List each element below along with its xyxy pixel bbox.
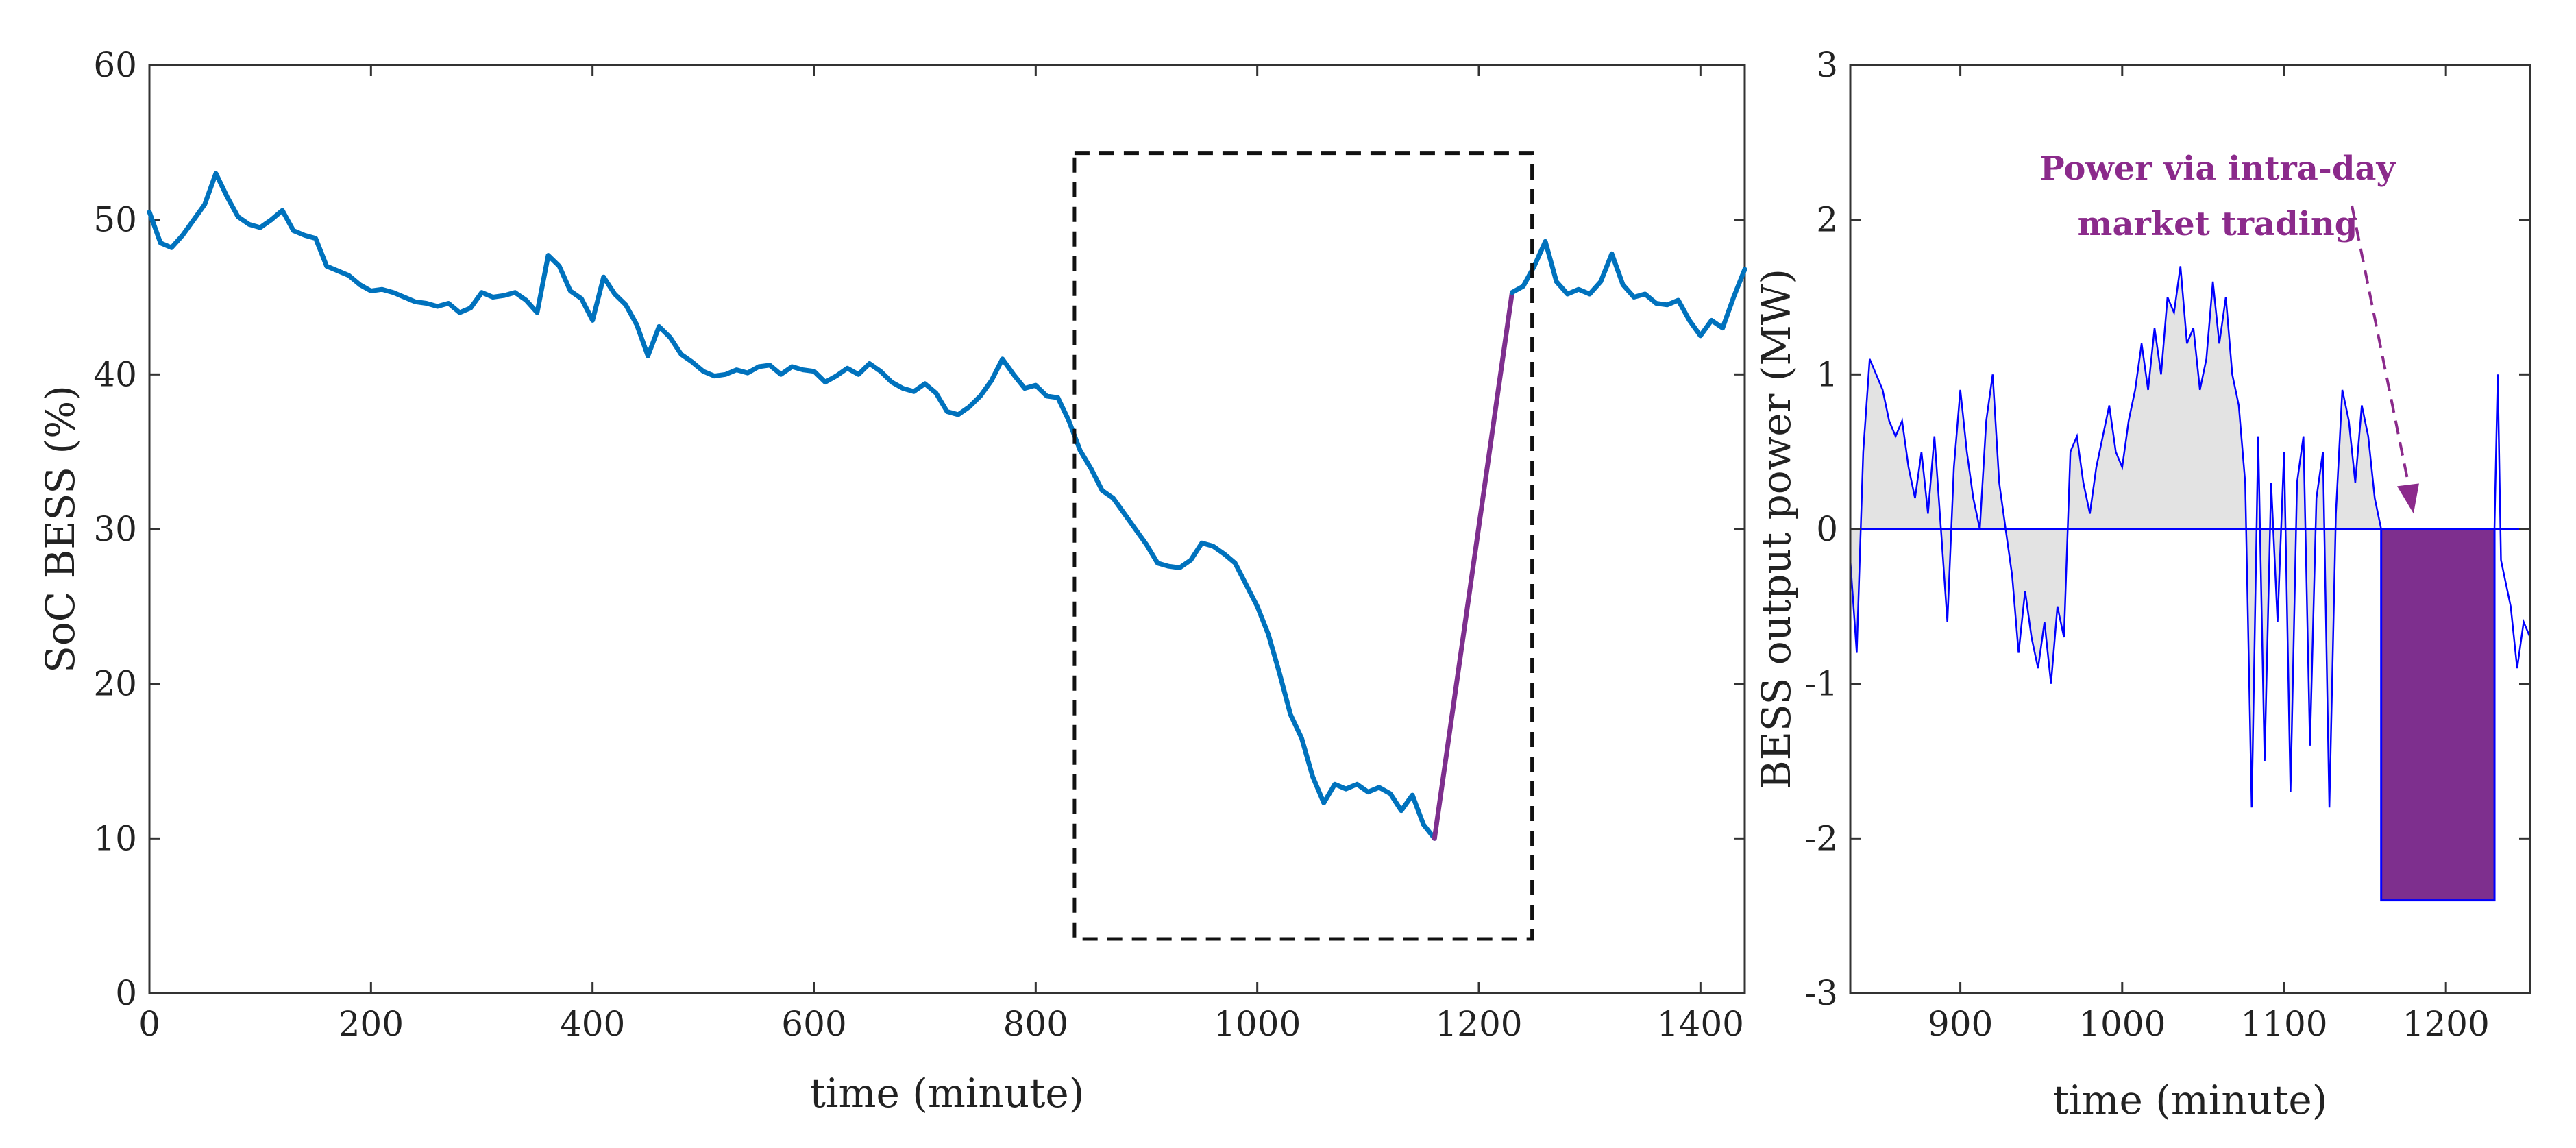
power-y-tick-label: 0: [1816, 509, 1838, 549]
soc-x-tick-label: 200: [339, 1004, 404, 1044]
soc-x-tick-label: 1400: [1657, 1004, 1744, 1044]
soc-y-tick-label: 0: [115, 973, 137, 1013]
soc-line-2: [1510, 239, 1747, 339]
power-y-tick-label: 3: [1816, 45, 1838, 85]
soc-y-tick-label: 20: [93, 664, 137, 704]
power-line-after: [2493, 374, 2531, 669]
soc-y-tick-label: 60: [93, 45, 137, 85]
power-x-axis-label: time (minute): [2053, 1077, 2328, 1123]
soc-x-tick-label: 600: [781, 1004, 846, 1044]
soc-x-axis-label: time (minute): [810, 1070, 1085, 1116]
power-ticks: 900 1000 1100 1200 -3 -2 -1 0 1 2 3: [1804, 45, 2530, 1044]
soc-y-tick-label: 30: [93, 509, 137, 549]
soc-line-1: [1432, 290, 1514, 841]
power-y-axis-label: BESS output power (MW): [1753, 269, 1800, 790]
power-series: [1849, 266, 2531, 902]
annotation-line-1: Power via intra-day: [2040, 149, 2397, 188]
soc-x-tick-label: 800: [1003, 1004, 1068, 1044]
annotation-arrow: [2351, 205, 2411, 489]
soc-y-axis-label: SoC BESS (%): [37, 385, 84, 673]
power-chart: 900 1000 1100 1200 -3 -2 -1 0 1 2 3 Power via intr…: [1753, 45, 2531, 1123]
power-x-tick-label: 1200: [2403, 1004, 2490, 1044]
soc-chart: 0 200 400 600 800 1000 1200 1400 0 10 20 30 40 50 60 t…: [37, 45, 1747, 1116]
power-x-tick-label: 900: [1928, 1004, 1993, 1044]
soc-series: [147, 171, 1747, 841]
soc-x-tick-label: 0: [138, 1004, 160, 1044]
power-y-tick-label: 2: [1816, 200, 1838, 240]
power-y-tick-label: -1: [1804, 664, 1838, 704]
power-line: [1849, 266, 2382, 808]
trading-power-bar: [2380, 528, 2496, 902]
soc-x-tick-label: 1000: [1214, 1004, 1301, 1044]
power-x-tick-label: 1000: [2078, 1004, 2166, 1044]
power-y-tick-label: 1: [1816, 354, 1838, 394]
trading-annotation: Power via intra-day market trading: [2040, 149, 2419, 514]
power-y-tick-label: -3: [1804, 973, 1838, 1013]
soc-y-tick-label: 10: [93, 818, 137, 858]
soc-y-tick-label: 40: [93, 354, 137, 394]
power-x-tick-label: 1100: [2240, 1004, 2327, 1044]
soc-line-0: [147, 171, 1437, 841]
annotation-line-2: market trading: [2078, 205, 2358, 243]
soc-y-tick-label: 50: [93, 200, 137, 240]
annotation-arrow-head: [2396, 483, 2419, 514]
power-area-fill: [1850, 266, 2381, 808]
soc-plot-frame: [148, 64, 1746, 994]
highlight-box: [1072, 151, 1534, 941]
soc-x-tick-label: 1200: [1435, 1004, 1522, 1044]
soc-ticks: 0 200 400 600 800 1000 1200 1400 0 10 20 30 40 50 60: [93, 45, 1745, 1044]
soc-x-tick-label: 400: [560, 1004, 625, 1044]
power-y-tick-label: -2: [1804, 818, 1838, 858]
